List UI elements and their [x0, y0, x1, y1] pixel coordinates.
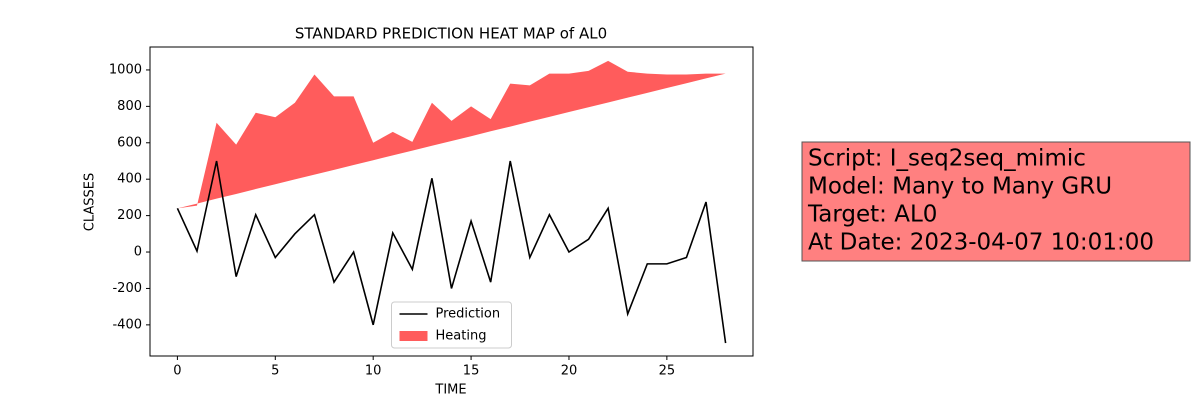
y-tick-label: -200 [112, 281, 142, 296]
legend-label: Heating [436, 329, 487, 344]
annotation-box [801, 141, 1191, 262]
y-tick-label: 0 [134, 245, 142, 260]
x-axis-label: TIME [434, 383, 466, 398]
chart-title: STANDARD PREDICTION HEAT MAP of AL0 [295, 25, 607, 43]
x-tick-label: 20 [561, 364, 578, 379]
x-tick-label: 5 [271, 364, 279, 379]
annotation-line: Script: I_seq2seq_mimic [808, 146, 1086, 172]
x-tick-label: 0 [173, 364, 181, 379]
x-tick-label: 15 [463, 364, 480, 379]
y-axis-label: CLASSES [83, 173, 98, 231]
x-tick-label: 10 [365, 364, 382, 379]
y-tick-label: 200 [117, 208, 142, 223]
legend-patch [399, 331, 428, 341]
annotation-line: Target: AL0 [807, 202, 937, 228]
prediction-line [176, 160, 727, 344]
legend-label: Prediction [436, 307, 501, 322]
annotation-line: Model: Many to Many GRU [808, 174, 1112, 200]
plot-frame [149, 46, 754, 357]
y-tick-label: 400 [117, 172, 142, 187]
y-tick-label: 800 [117, 99, 142, 114]
y-tick-label: 600 [117, 135, 142, 150]
x-tick-label: 25 [659, 364, 676, 379]
y-tick-label: -400 [112, 317, 142, 332]
y-tick-label: 1000 [109, 62, 142, 77]
annotation-line: At Date: 2023-04-07 10:01:00 [808, 230, 1154, 256]
heating-area [177, 60, 726, 209]
